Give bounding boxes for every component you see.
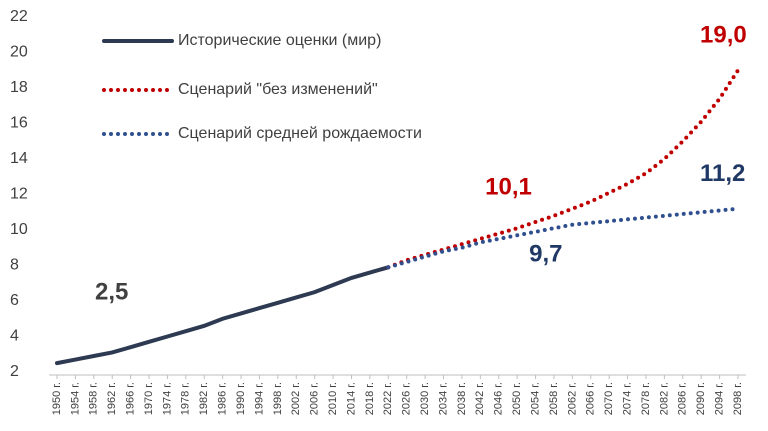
x-tick-label: 2038 г. (456, 382, 468, 415)
x-tick-label: 2066 г. (585, 382, 597, 415)
y-tick-label: 14 (10, 150, 28, 167)
x-tick-label: 1962 г. (106, 382, 118, 415)
value-label: 19,0 (700, 22, 747, 49)
x-tick-label: 1954 г. (69, 382, 81, 415)
y-tick-label: 2 (10, 363, 19, 380)
y-tick-label: 10 (10, 221, 28, 238)
x-tick-label: 2026 г. (401, 382, 413, 415)
y-tick-label: 4 (10, 328, 19, 345)
x-tick-label: 2014 г. (345, 382, 357, 415)
y-tick-label: 8 (10, 257, 19, 274)
x-tick-label: 2018 г. (364, 382, 376, 415)
y-tick-label: 12 (10, 186, 28, 203)
y-tick-label: 6 (10, 292, 19, 309)
y-tick-label: 22 (10, 8, 28, 25)
x-tick-label: 2062 г. (566, 382, 578, 415)
legend-label: Сценарий средней рождаемости (178, 125, 422, 142)
x-tick-label: 2054 г. (529, 382, 541, 415)
x-tick-label: 2050 г. (511, 382, 523, 415)
value-label: 2,5 (95, 278, 128, 305)
value-label: 11,2 (700, 160, 745, 187)
x-tick-label: 2002 г. (290, 382, 302, 415)
x-tick-label: 1950 г. (51, 382, 63, 415)
value-label: 9,7 (529, 241, 562, 268)
x-tick-label: 1970 г. (143, 382, 155, 415)
x-tick-label: 2098 г. (732, 382, 744, 415)
value-label: 10,1 (485, 174, 532, 201)
x-tick-label: 1994 г. (253, 382, 265, 415)
x-tick-label: 1958 г. (88, 382, 100, 415)
legend-label: Сценарий "без изменений" (178, 81, 378, 98)
x-tick-label: 1990 г. (235, 382, 247, 415)
series-line (386, 68, 740, 270)
y-tick-label: 20 (10, 44, 28, 61)
x-tick-label: 1986 г. (217, 382, 229, 415)
x-tick-label: 2034 г. (437, 382, 449, 415)
x-tick-label: 1998 г. (272, 382, 284, 415)
series-line (386, 206, 740, 270)
legend-label: Исторические оценки (мир) (178, 32, 381, 49)
x-tick-label: 2094 г. (714, 382, 726, 415)
series-line (55, 265, 391, 366)
x-tick-label: 1982 г. (198, 382, 210, 415)
x-tick-label: 2078 г. (640, 382, 652, 415)
y-tick-label: 18 (10, 79, 28, 96)
x-tick-label: 2010 г. (327, 382, 339, 415)
x-tick-label: 2046 г. (493, 382, 505, 415)
x-tick-label: 2042 г. (474, 382, 486, 415)
x-tick-label: 2070 г. (603, 382, 615, 415)
x-tick-label: 2086 г. (677, 382, 689, 415)
x-tick-label: 1966 г. (125, 382, 137, 415)
x-tick-label: 2082 г. (658, 382, 670, 415)
x-tick-label: 1974 г. (161, 382, 173, 415)
x-tick-label: 2022 г. (382, 382, 394, 415)
x-tick-label: 2074 г. (621, 382, 633, 415)
x-tick-label: 2006 г. (309, 382, 321, 415)
x-tick-label: 1978 г. (180, 382, 192, 415)
x-tick-label: 2090 г. (695, 382, 707, 415)
y-tick-label: 16 (10, 115, 28, 132)
x-tick-label: 2030 г. (419, 382, 431, 415)
x-tick-label: 2058 г. (548, 382, 560, 415)
